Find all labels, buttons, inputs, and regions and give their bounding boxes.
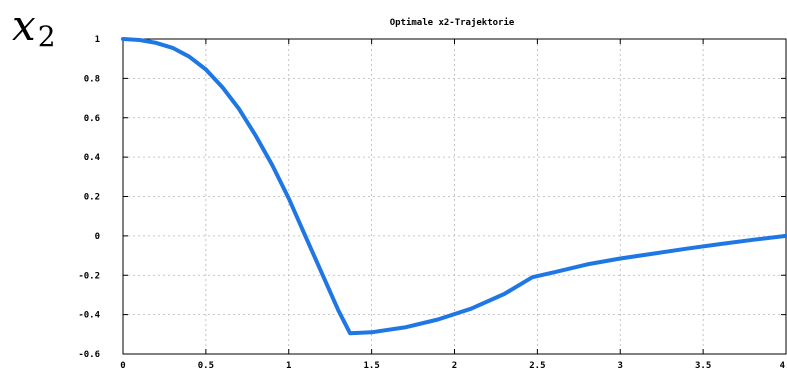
y-tick-labels: -0.6 -0.4 -0.2 0 0.2 0.4 0.6 0.8 1 [78,35,100,360]
x-tick-label: 1 [286,361,291,369]
y-tick-label: 0.6 [84,114,100,124]
series-layer [121,37,787,336]
x-tick-label: 4 [780,361,786,369]
x-tick-label: 3.5 [695,361,711,369]
y-variable-label: x2 [12,1,56,53]
x-tick-label: 2 [452,361,457,369]
y-tick-label: 0.2 [84,193,100,203]
y-variable-subscript: 2 [38,20,56,53]
y-variable-base: x [12,1,36,50]
y-tick-label: 1 [95,35,100,45]
y-tick-label: -0.4 [78,311,100,321]
x-tick-label: 0 [120,361,125,369]
x-tick-label: 1.5 [363,361,379,369]
series-line [121,37,787,336]
x-tick-label: 3 [618,361,623,369]
y-tick-label: 0 [95,232,100,242]
x-tick-labels: 0 0.5 1 1.5 2 2.5 3 3.5 4 [120,361,785,369]
y-tick-label: -0.2 [78,271,100,281]
chart-title: Optimale x2-Trajektorie [390,17,515,28]
y-tick-label: 0.4 [84,153,101,163]
grid-lines [123,39,786,354]
y-tick-label: -0.6 [78,350,100,360]
x-tick-label: 2.5 [529,361,545,369]
y-tick-label: 0.8 [84,74,100,84]
x-tick-label: 0.5 [198,361,214,369]
